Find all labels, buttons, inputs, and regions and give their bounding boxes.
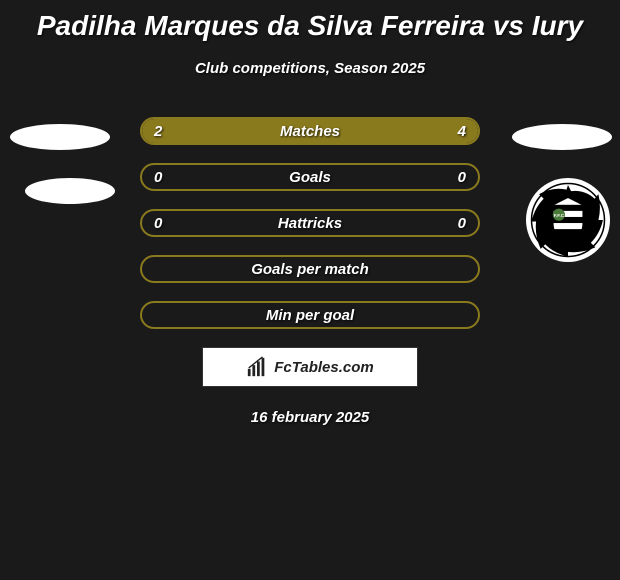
- stat-value-left: 2: [154, 123, 162, 140]
- stat-bar: Goals per match: [140, 255, 480, 283]
- stat-label: Goals per match: [251, 261, 369, 278]
- date-label: 16 february 2025: [0, 409, 620, 426]
- stat-value-right: 4: [458, 123, 466, 140]
- stat-value-right: 0: [458, 215, 466, 232]
- stat-value-left: 0: [154, 215, 162, 232]
- stat-bar: 2 Matches 4: [140, 117, 480, 145]
- stat-bar: 0 Hattricks 0: [140, 209, 480, 237]
- stats-container: 2 Matches 4 0 Goals 0 0 Hattricks 0 Goal…: [0, 117, 620, 329]
- brand-label: FcTables.com: [274, 359, 373, 376]
- chart-icon: [246, 356, 268, 378]
- stat-label: Min per goal: [266, 307, 354, 324]
- stat-row-goals: 0 Goals 0: [0, 163, 620, 191]
- stat-value-left: 0: [154, 169, 162, 186]
- page-title: Padilha Marques da Silva Ferreira vs Iur…: [0, 0, 620, 42]
- stat-bar: Min per goal: [140, 301, 480, 329]
- stat-row-gpm: Goals per match: [0, 255, 620, 283]
- stat-row-mpg: Min per goal: [0, 301, 620, 329]
- stat-row-hattricks: 0 Hattricks 0: [0, 209, 620, 237]
- stat-label: Hattricks: [278, 215, 342, 232]
- stat-row-matches: 2 Matches 4: [0, 117, 620, 145]
- brand-box[interactable]: FcTables.com: [202, 347, 418, 387]
- stat-label: Matches: [280, 123, 340, 140]
- stat-label: Goals: [289, 169, 331, 186]
- stat-value-right: 0: [458, 169, 466, 186]
- page-subtitle: Club competitions, Season 2025: [0, 60, 620, 77]
- stat-bar: 0 Goals 0: [140, 163, 480, 191]
